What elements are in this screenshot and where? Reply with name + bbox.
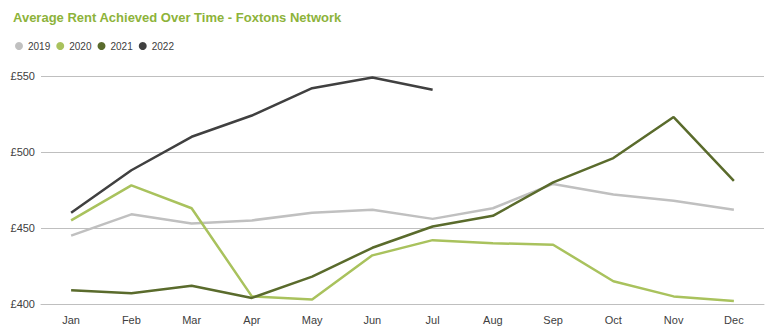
svg-text:£500: £500 (11, 146, 35, 158)
svg-text:May: May (302, 314, 323, 326)
svg-text:Mar: Mar (182, 314, 201, 326)
svg-text:£450: £450 (11, 222, 35, 234)
svg-text:2019: 2019 (28, 41, 51, 52)
svg-text:Jun: Jun (364, 314, 382, 326)
svg-text:Apr: Apr (243, 314, 260, 326)
svg-text:Jul: Jul (426, 314, 440, 326)
svg-text:Jan: Jan (62, 314, 80, 326)
svg-text:Nov: Nov (664, 314, 684, 326)
svg-text:2021: 2021 (110, 41, 133, 52)
svg-text:Feb: Feb (122, 314, 141, 326)
svg-text:Dec: Dec (724, 314, 744, 326)
svg-text:2022: 2022 (152, 41, 175, 52)
svg-text:Oct: Oct (605, 314, 622, 326)
svg-text:Sep: Sep (543, 314, 563, 326)
svg-text:£550: £550 (11, 70, 35, 82)
svg-text:£400: £400 (11, 298, 35, 310)
svg-text:Average Rent Achieved Over Tim: Average Rent Achieved Over Time - Foxton… (13, 10, 342, 25)
svg-text:2020: 2020 (69, 41, 92, 52)
svg-text:Aug: Aug (483, 314, 503, 326)
